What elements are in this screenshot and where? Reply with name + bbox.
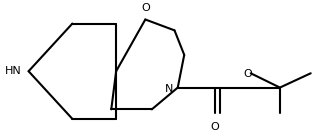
Text: N: N (165, 84, 173, 94)
Text: O: O (243, 69, 252, 79)
Text: HN: HN (5, 66, 22, 76)
Text: O: O (141, 3, 150, 13)
Text: O: O (211, 122, 219, 132)
